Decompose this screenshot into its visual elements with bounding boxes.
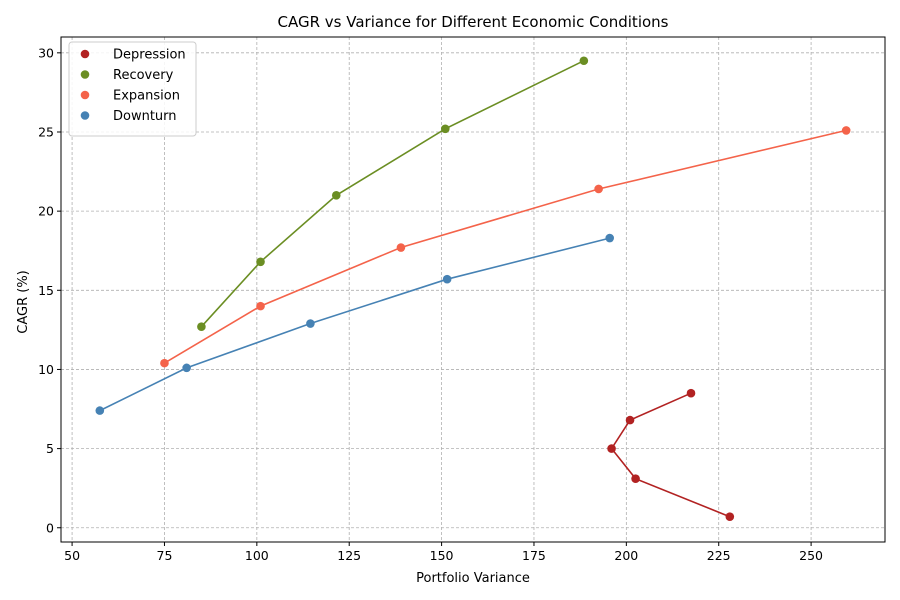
data-point-expansion — [841, 126, 851, 135]
legend-marker — [80, 111, 90, 120]
x-tick-label: 250 — [799, 548, 823, 563]
x-tick-label: 75 — [157, 548, 173, 563]
legend-label: Expansion — [113, 89, 180, 104]
grid — [61, 37, 885, 542]
legend-label: Depression — [113, 48, 186, 63]
legend-item-expansion: Expansion — [80, 89, 180, 104]
legend-marker — [80, 49, 90, 59]
x-axis-label: Portfolio Variance — [416, 571, 530, 586]
data-point-depression — [725, 512, 735, 521]
data-point-expansion — [256, 301, 265, 311]
plot-frame — [60, 36, 886, 543]
series-line-downturn — [99, 237, 610, 412]
legend-item-downturn: Downturn — [80, 109, 177, 124]
legend-item-recovery: Recovery — [80, 68, 174, 83]
data-point-expansion — [396, 243, 406, 252]
series-expansion — [160, 126, 851, 368]
data-point-downturn — [605, 233, 615, 243]
data-point-expansion — [594, 184, 603, 194]
x-axis: 50 75 100 125 150 175 200 225 250 — [64, 542, 823, 563]
series-line-expansion — [164, 129, 847, 364]
y-tick-label: 0 — [46, 520, 54, 535]
legend-box — [68, 41, 197, 137]
legend-marker — [80, 70, 90, 79]
legend-label: Recovery — [113, 68, 174, 83]
y-tick-label: 15 — [38, 283, 54, 298]
data-point-downturn — [182, 363, 191, 373]
data-point-expansion — [160, 358, 169, 368]
data-point-recovery — [256, 257, 265, 267]
data-point-depression — [686, 388, 696, 398]
y-axis: 0 5 10 15 20 25 30 — [38, 45, 61, 535]
x-tick-label: 225 — [707, 548, 731, 563]
data-point-depression — [607, 444, 616, 453]
x-tick-label: 175 — [522, 548, 546, 563]
data-point-depression — [631, 474, 640, 483]
series-line-depression — [610, 392, 731, 518]
data-point-recovery — [197, 322, 206, 332]
x-tick-label: 150 — [430, 548, 454, 563]
y-tick-label: 30 — [38, 45, 54, 60]
series-recovery — [197, 56, 589, 332]
y-tick-label: 25 — [38, 124, 54, 139]
legend-item-depression: Depression — [80, 48, 186, 63]
legend-marker — [80, 90, 90, 100]
y-tick-label: 20 — [38, 204, 54, 219]
y-axis-label: CAGR (%) — [16, 270, 31, 333]
x-tick-label: 50 — [64, 548, 80, 563]
x-tick-label: 200 — [614, 548, 638, 563]
legend-label: Downturn — [113, 109, 177, 124]
series-depression — [607, 388, 735, 521]
series-line-recovery — [200, 59, 585, 328]
y-tick-label: 5 — [46, 441, 54, 456]
data-point-depression — [625, 415, 635, 425]
x-tick-label: 100 — [245, 548, 269, 563]
x-tick-label: 125 — [337, 548, 361, 563]
data-point-downturn — [95, 406, 105, 415]
y-tick-label: 10 — [38, 362, 54, 377]
data-point-recovery — [579, 56, 589, 66]
series-downturn — [95, 233, 615, 415]
data-point-downturn — [306, 319, 315, 328]
data-point-downturn — [442, 274, 452, 284]
data-point-recovery — [440, 124, 450, 134]
data-point-recovery — [331, 191, 341, 200]
series-layer — [95, 56, 851, 521]
chart-title: CAGR vs Variance for Different Economic … — [278, 13, 669, 31]
legend: Depression Recovery Expansion Downturn — [68, 41, 197, 137]
